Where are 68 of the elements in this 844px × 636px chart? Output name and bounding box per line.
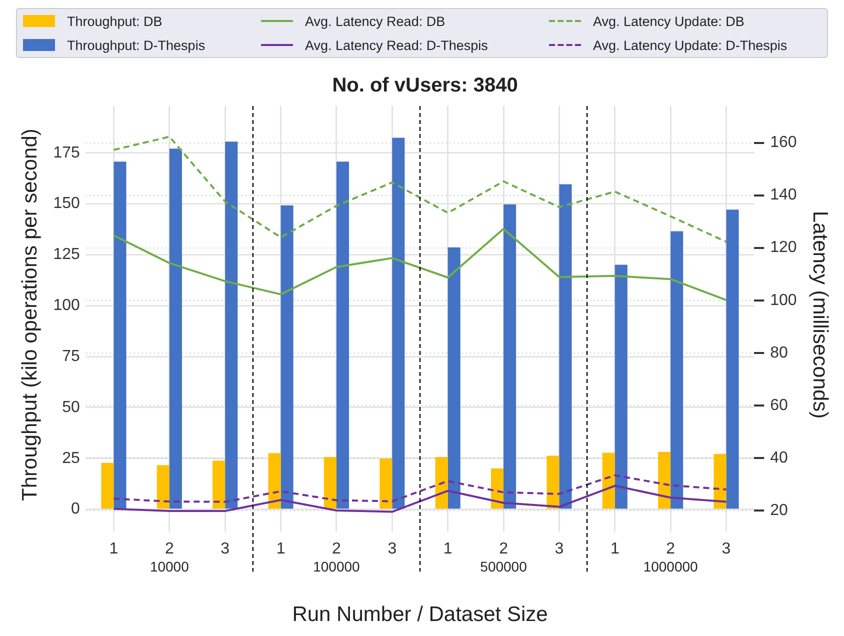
- text: 10000: [150, 558, 190, 574]
- chart-title: No. of vUsers: 3840: [332, 74, 518, 97]
- bar: [101, 462, 114, 509]
- bar: [268, 453, 281, 509]
- x-tick-label: 2: [666, 540, 676, 558]
- y2-axis-title: Latency (milliseconds): [808, 210, 832, 419]
- x-tick-label: 1: [109, 540, 118, 558]
- line-series: [112, 474, 728, 503]
- y2-tick-label: 140: [770, 186, 797, 204]
- y-tick-label: 125: [53, 246, 80, 264]
- legend-label: Avg. Latency Update: D-Thespis: [593, 38, 788, 52]
- bar: [546, 456, 560, 509]
- x-tick-label: 3: [220, 540, 230, 558]
- legend-label: Avg. Latency Update: DB: [593, 14, 744, 28]
- bar: [658, 452, 671, 509]
- y2-tick-label: 100: [770, 292, 797, 309]
- legend-label: Throughput: DB: [67, 14, 162, 28]
- bar: [435, 456, 448, 509]
- bar: [504, 204, 516, 509]
- bar: [670, 231, 684, 509]
- y2-tick-label: 80: [770, 344, 788, 362]
- bar: [490, 468, 504, 509]
- y2-tick-label: 60: [770, 396, 788, 414]
- bar: [602, 452, 615, 509]
- bar: [156, 465, 170, 509]
- line-series: [112, 136, 728, 243]
- bar: [448, 247, 460, 509]
- text: 100000: [313, 558, 360, 574]
- bar: [392, 138, 405, 509]
- text: 500000: [480, 558, 528, 574]
- y-axis-title: Throughput (kilo operations per second): [18, 128, 42, 501]
- y-tick-label: 50: [62, 398, 80, 416]
- y-tick-label: 75: [62, 348, 80, 365]
- x-tick-label: 3: [388, 540, 397, 558]
- y2-tick-label: 40: [770, 449, 788, 466]
- x-tick-label: 1: [276, 540, 286, 558]
- legend-label: Throughput: D-Thespis: [67, 38, 206, 52]
- bar: [380, 458, 392, 509]
- y-tick-label: 0: [70, 500, 80, 518]
- x-axis-title: Run Number / Dataset Size: [292, 603, 548, 626]
- text: 1000000: [643, 558, 698, 574]
- y-tick-label: 175: [53, 144, 80, 162]
- x-tick-label: 3: [722, 540, 731, 558]
- x-tick-label: 1: [443, 540, 452, 558]
- bar: [714, 454, 726, 509]
- y2-tick-label: 20: [770, 502, 788, 519]
- x-tick-label: 2: [164, 540, 174, 558]
- legend-label: Avg. Latency Read: D-Thespis: [305, 38, 488, 52]
- bar: [169, 148, 182, 509]
- y-tick-label: 100: [53, 297, 80, 314]
- bar: [225, 142, 238, 509]
- bar: [614, 264, 628, 509]
- x-tick-label: 2: [499, 540, 508, 558]
- x-tick-label: 1: [610, 540, 620, 558]
- y2-tick-label: 120: [770, 239, 797, 256]
- bar: [212, 460, 226, 509]
- bar: [114, 162, 126, 509]
- y-tick-label: 150: [53, 195, 80, 212]
- bar: [336, 162, 350, 509]
- y-tick-label: 25: [62, 450, 80, 467]
- bar: [324, 456, 336, 509]
- legend-label: Avg. Latency Read: DB: [305, 14, 446, 28]
- bar: [726, 210, 739, 509]
- y2-tick-label: 160: [770, 134, 797, 152]
- bar: [559, 184, 572, 509]
- bar: [280, 205, 294, 509]
- x-tick-label: 3: [554, 540, 564, 558]
- x-tick-label: 2: [332, 540, 342, 558]
